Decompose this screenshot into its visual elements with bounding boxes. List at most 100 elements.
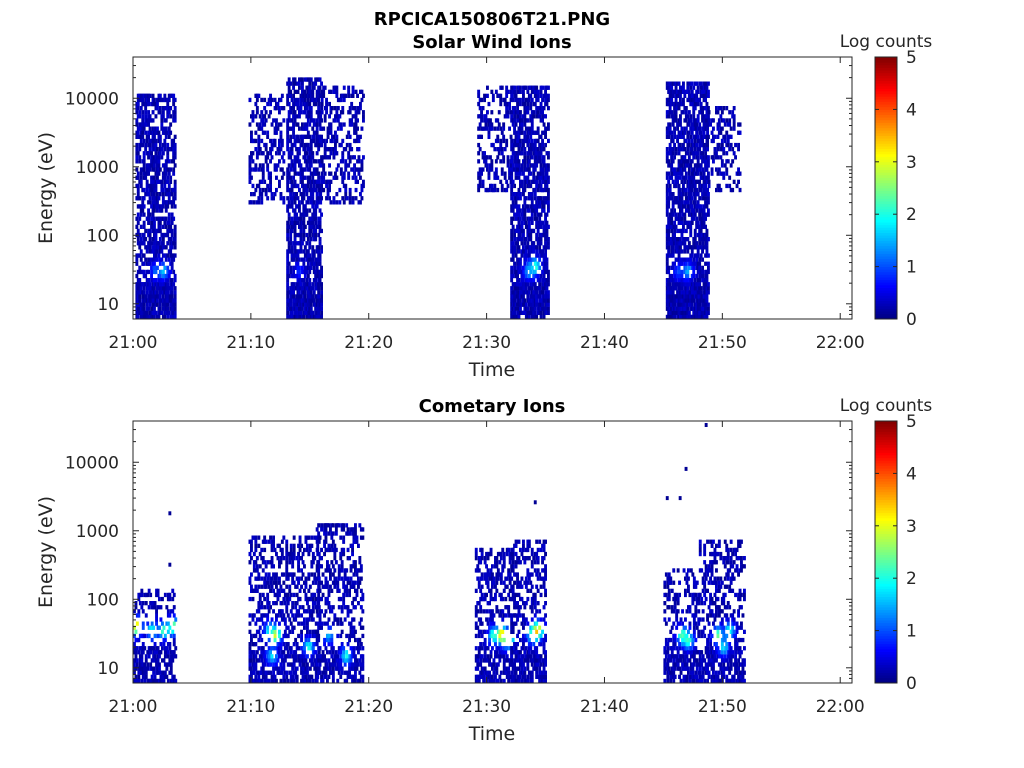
heatmap-cell	[690, 130, 694, 135]
heatmap-cell	[679, 171, 682, 176]
heatmap-cell	[140, 654, 144, 659]
heatmap-cell	[169, 298, 173, 303]
colorbar-step	[875, 140, 897, 144]
heatmap-cell	[301, 306, 304, 311]
heatmap-cell	[738, 171, 742, 176]
heatmap-cell	[545, 200, 549, 205]
heatmap-cell	[135, 155, 139, 160]
heatmap-cell	[248, 163, 252, 168]
heatmap-cell	[517, 147, 521, 152]
heatmap-cell	[513, 314, 516, 320]
heatmap-cell	[357, 147, 361, 152]
heatmap-cell	[161, 298, 165, 303]
heatmap-cell	[154, 126, 158, 131]
heatmap-cell	[679, 93, 682, 98]
heatmap-cell	[671, 245, 675, 250]
heatmap-cell	[292, 294, 295, 299]
heatmap-cell	[668, 278, 672, 283]
heatmap-cell	[690, 142, 694, 148]
heatmap-cell	[161, 241, 165, 246]
heatmap-cell	[532, 114, 536, 119]
heatmap-cell	[156, 302, 159, 307]
heatmap-cell	[353, 163, 356, 168]
heatmap-cell	[305, 142, 309, 148]
heatmap-cell	[686, 298, 690, 303]
heatmap-cell	[138, 646, 142, 651]
heatmap-cell	[145, 249, 149, 254]
heatmap-cell	[290, 147, 294, 152]
heatmap-cell	[477, 134, 481, 139]
heatmap-cell	[696, 314, 700, 320]
heatmap-cell	[311, 85, 315, 90]
heatmap-cell	[317, 106, 321, 111]
heatmap-cell	[311, 171, 315, 176]
heatmap-cell	[275, 122, 278, 127]
heatmap-cell	[248, 175, 252, 180]
heatmap-cell	[527, 273, 531, 279]
heatmap-cell	[673, 306, 676, 311]
heatmap-cell	[532, 208, 536, 213]
heatmap-cell	[312, 118, 316, 123]
heatmap-cell	[667, 241, 671, 246]
heatmap-cell	[269, 101, 272, 107]
heatmap-cell	[517, 126, 521, 131]
colorbar-step	[875, 235, 897, 239]
heatmap-cell	[260, 196, 264, 201]
heatmap-cell	[523, 122, 527, 127]
heatmap-cell	[269, 93, 272, 98]
heatmap-cell	[308, 159, 312, 164]
heatmap-cell	[542, 314, 546, 320]
heatmap-cell	[135, 122, 139, 127]
colorbar-tick-label: 2	[906, 205, 917, 225]
heatmap-cell	[702, 314, 706, 320]
heatmap-cell	[539, 183, 543, 189]
heatmap-cell	[517, 175, 521, 180]
heatmap-cell	[720, 142, 724, 148]
heatmap-cell	[167, 126, 171, 131]
heatmap-cell	[536, 106, 540, 111]
heatmap-cell	[690, 278, 694, 283]
heatmap-cell	[539, 110, 543, 115]
heatmap-cell	[542, 147, 546, 152]
heatmap-cell	[520, 273, 524, 279]
heatmap-cell	[533, 192, 537, 197]
heatmap-cell	[269, 138, 272, 144]
heatmap-cell	[153, 290, 156, 295]
heatmap-cell	[547, 192, 550, 197]
heatmap-cell	[150, 179, 153, 184]
heatmap-cell	[302, 269, 306, 275]
heatmap-cell	[519, 232, 522, 238]
heatmap-cell	[136, 126, 140, 131]
heatmap-cell	[362, 114, 365, 119]
colorbar-step	[875, 243, 897, 247]
heatmap-cell	[538, 179, 542, 184]
colorbar-step	[875, 237, 897, 241]
heatmap-cell	[147, 654, 151, 659]
heatmap-cell	[690, 302, 694, 307]
heatmap-cell	[692, 183, 696, 189]
heatmap-cell	[157, 155, 161, 160]
heatmap-cell	[303, 302, 307, 307]
heatmap-cell	[303, 282, 307, 287]
heatmap-cell	[156, 204, 159, 209]
heatmap-cell	[172, 282, 176, 287]
heatmap-cell	[542, 306, 546, 311]
heatmap-cell	[667, 101, 671, 107]
heatmap-cell	[308, 155, 312, 160]
heatmap-cell	[539, 142, 543, 148]
heatmap-cell	[679, 118, 682, 123]
heatmap-cell	[698, 187, 702, 193]
heatmap-cell	[264, 187, 268, 193]
heatmap-cell	[161, 245, 165, 250]
heatmap-cell	[161, 674, 164, 679]
heatmap-cell	[348, 147, 352, 152]
heatmap-cell	[164, 273, 168, 279]
heatmap-cell	[491, 187, 495, 193]
heatmap-cell	[513, 130, 516, 135]
heatmap-cell	[293, 265, 297, 270]
heatmap-cell	[158, 302, 162, 307]
heatmap-cell	[527, 220, 531, 225]
heatmap-cell	[545, 220, 549, 225]
heatmap-cell	[499, 179, 503, 184]
heatmap-cell	[161, 646, 164, 651]
